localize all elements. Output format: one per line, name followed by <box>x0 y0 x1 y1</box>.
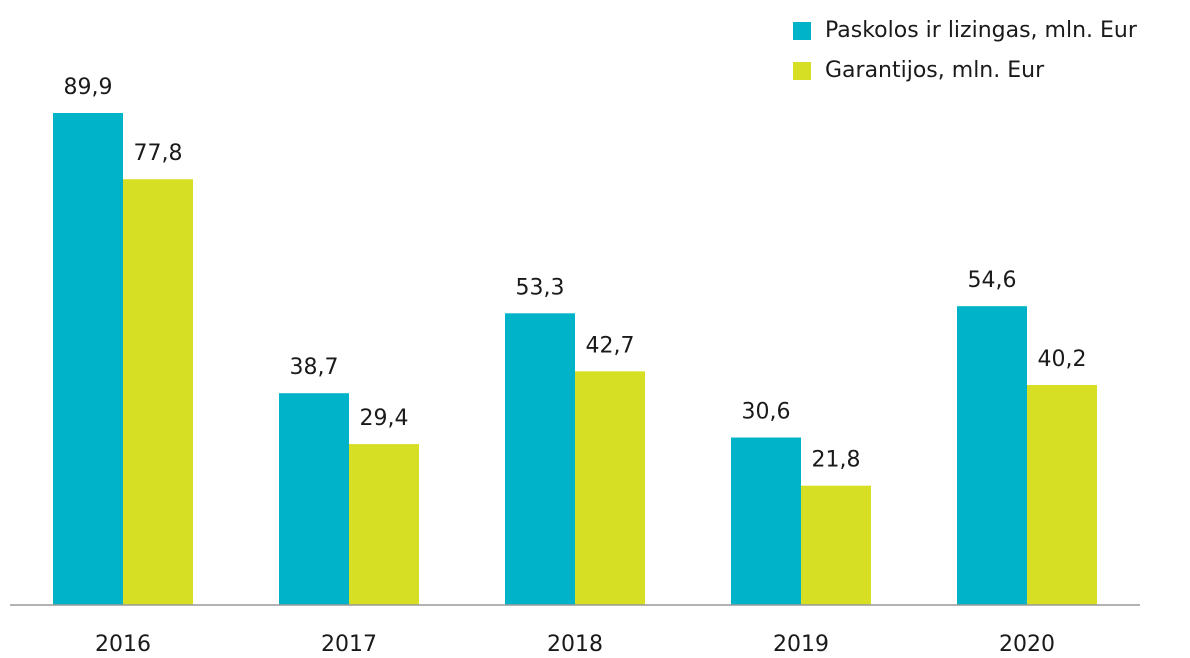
data-label: 40,2 <box>1038 347 1087 372</box>
legend-label: Garantijos, mln. Eur <box>825 58 1045 83</box>
x-tick-label: 2019 <box>773 632 829 657</box>
data-label: 38,7 <box>290 355 339 380</box>
x-tick-label: 2016 <box>95 632 151 657</box>
data-label: 54,6 <box>968 268 1017 293</box>
bar <box>53 113 123 605</box>
bar <box>279 393 349 605</box>
bar <box>731 437 801 605</box>
data-label: 42,7 <box>586 333 635 358</box>
legend-label: Paskolos ir lizingas, mln. Eur <box>825 18 1138 43</box>
bar <box>123 179 193 605</box>
x-tick-label: 2020 <box>999 632 1055 657</box>
data-label: 30,6 <box>742 400 791 425</box>
x-tick-label: 2018 <box>547 632 603 657</box>
data-label: 29,4 <box>360 406 409 431</box>
bar <box>505 313 575 605</box>
bar <box>957 306 1027 605</box>
bar <box>1027 384 1097 605</box>
data-label: 89,9 <box>64 75 113 100</box>
legend-swatch <box>793 22 811 40</box>
data-label: 53,3 <box>516 275 565 300</box>
bar <box>349 444 419 605</box>
x-tick-label: 2017 <box>321 632 377 657</box>
data-label: 77,8 <box>134 141 183 166</box>
legend-swatch <box>793 62 811 80</box>
bar <box>801 485 871 605</box>
bar <box>575 371 645 605</box>
data-label: 21,8 <box>812 448 861 473</box>
